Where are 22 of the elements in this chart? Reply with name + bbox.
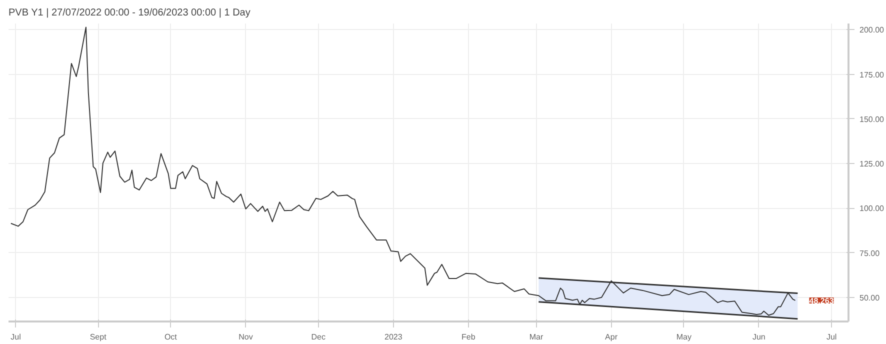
x-tick-label: May (676, 332, 692, 342)
x-tick-label: Apr (605, 332, 618, 342)
y-tick-label: 50.00 (860, 293, 880, 302)
x-tick-label: Sept (90, 332, 108, 342)
y-tick-label: 75.00 (860, 248, 880, 258)
x-tick-label: Jun (752, 332, 766, 342)
x-tick-label: Dec (311, 332, 326, 342)
y-tick-label: 200.00 (860, 26, 885, 35)
x-tick-label: Jul (10, 332, 22, 342)
x-tick-label: Feb (462, 332, 476, 342)
x-tick-label: Mar (529, 332, 544, 342)
y-tick-label: 150.00 (860, 114, 885, 124)
annotation: 48.263 (809, 296, 834, 306)
x-tick-label: Oct (164, 332, 178, 342)
y-tick-label: 100.00 (860, 204, 885, 214)
x-tick-label: Jul (826, 332, 837, 342)
chart-title: PVB Y1 | 27/07/2022 00:00 - 19/06/2023 00:00 | 1 Day (8, 8, 250, 18)
y-tick-label: 175.00 (860, 70, 885, 80)
line-series (10, 26, 796, 316)
y-tick-label: 125.00 (860, 160, 885, 169)
x-tick-label: 2023 (384, 332, 403, 342)
x-tick-label: Nov (238, 332, 253, 342)
